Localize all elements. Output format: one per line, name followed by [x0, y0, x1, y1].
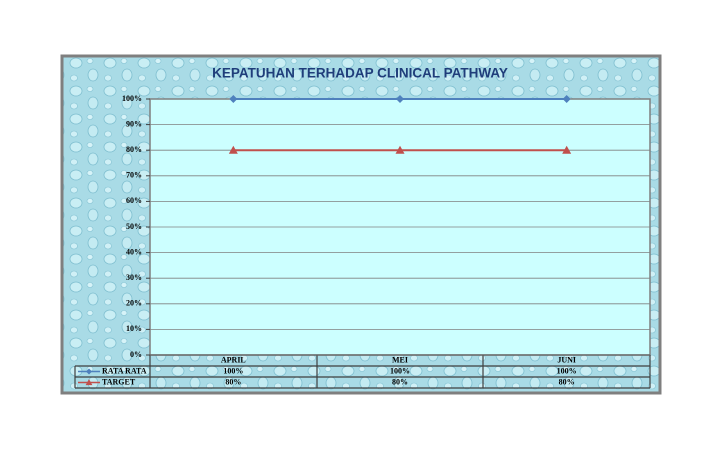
y-tick-label: 40% [126, 247, 142, 256]
y-tick-label: 70% [126, 171, 142, 180]
x-tick-label: APRIL [221, 355, 246, 364]
legend-marker [85, 379, 93, 386]
data-point [562, 145, 572, 154]
data-table-value: 100% [390, 366, 410, 375]
y-tick-label: 30% [126, 273, 142, 282]
data-table-value: 80% [225, 377, 241, 386]
x-tick-label: MEI [392, 355, 408, 364]
y-tick-label: 80% [126, 145, 142, 154]
y-tick-label: 90% [126, 119, 142, 128]
y-tick-label: 60% [126, 196, 142, 205]
chart-title: KEPATUHAN TERHADAP CLINICAL PATHWAY [212, 66, 508, 81]
x-tick-label: JUNI [557, 355, 576, 364]
data-point [562, 95, 571, 103]
data-table-value: 80% [559, 377, 575, 386]
data-table-value: 100% [557, 366, 577, 375]
data-table-value: 80% [392, 377, 408, 386]
data-point [396, 95, 404, 103]
legend-marker [86, 368, 92, 375]
y-tick-label: 50% [126, 222, 142, 231]
y-tick-label: 0% [130, 350, 142, 359]
y-tick-label: 10% [126, 324, 142, 333]
y-tick-label: 20% [126, 299, 142, 308]
data-point [229, 95, 238, 103]
data-point [228, 145, 238, 154]
y-tick-label: 100% [122, 94, 142, 103]
legend-label: TARGET [102, 377, 136, 386]
data-table-value: 100% [223, 366, 243, 375]
legend-label: RATA RATA [102, 366, 147, 375]
data-point [395, 145, 405, 154]
